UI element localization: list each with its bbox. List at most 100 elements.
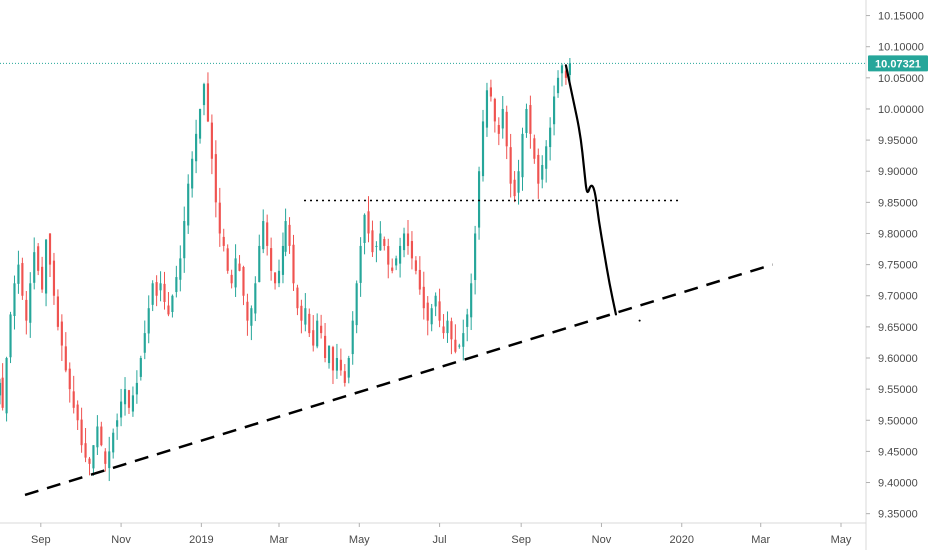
candle-body	[210, 122, 213, 159]
candle-body	[497, 125, 500, 134]
candle-body	[379, 233, 382, 251]
x-tick-label: Sep	[31, 534, 51, 546]
support-trendline	[24, 263, 773, 497]
time-axis[interactable]: Sep Nov 2019 Mar May Jul Sep Nov 2020 Mar May	[31, 523, 852, 546]
candle-body	[108, 451, 111, 469]
candle-body	[541, 164, 544, 180]
candle-body	[359, 245, 362, 283]
y-tick-label: 9.90000	[878, 166, 918, 178]
candle-body	[226, 248, 229, 271]
candle-body	[501, 108, 504, 129]
x-tick-label: Sep	[511, 534, 531, 546]
candle-body	[485, 90, 489, 128]
candle-body	[0, 382, 2, 396]
candle-body	[446, 320, 449, 334]
candle-body	[529, 105, 532, 134]
candle-body	[151, 283, 154, 305]
x-tick-label: Mar	[270, 534, 289, 546]
candle-body	[9, 314, 12, 358]
candle-body	[258, 245, 261, 283]
candle-body	[21, 263, 24, 296]
price-axis[interactable]: 9.35000 9.40000 9.45000 9.50000 9.55000 9.600…	[866, 11, 924, 521]
candle-body	[48, 233, 52, 265]
candle-body	[155, 282, 158, 296]
candle-body	[171, 295, 174, 312]
candle-body	[281, 245, 285, 275]
candle-body	[262, 221, 265, 250]
candle-body	[323, 335, 327, 359]
candle-body	[25, 299, 28, 321]
candle-body	[383, 239, 386, 246]
candle-body	[454, 339, 457, 352]
y-tick-label: 9.45000	[878, 446, 918, 458]
y-tick-label: 10.00000	[878, 104, 924, 116]
candle-body	[327, 345, 331, 364]
candle-body	[414, 260, 417, 271]
candle-body	[549, 127, 552, 148]
candle-body	[450, 321, 453, 340]
y-tick-label: 10.10000	[878, 42, 924, 54]
candle-body	[458, 345, 461, 347]
candle-body	[214, 154, 217, 203]
y-tick-label: 9.95000	[878, 135, 918, 147]
candle-body	[292, 244, 295, 284]
candle-body	[347, 358, 350, 378]
candle-body	[371, 230, 374, 253]
candle-body	[493, 98, 496, 122]
y-tick-label: 9.55000	[878, 384, 918, 396]
candles-layer	[0, 58, 571, 482]
candle-body	[183, 221, 186, 259]
candle-body	[179, 258, 182, 280]
candle-body	[187, 183, 190, 226]
candle-body	[470, 283, 473, 318]
candle-body	[135, 382, 138, 395]
candle-body	[304, 308, 307, 325]
candle-body	[351, 320, 354, 355]
y-tick-label: 9.35000	[878, 509, 918, 521]
candle-body	[418, 269, 421, 290]
candle-body	[92, 445, 95, 469]
candle-body	[481, 121, 485, 177]
projection-path	[564, 64, 618, 316]
candle-body	[545, 146, 548, 169]
candle-body	[17, 264, 20, 284]
candle-body	[202, 84, 206, 106]
candle-body	[426, 302, 429, 321]
candle-body	[320, 325, 323, 334]
candle-body	[112, 432, 115, 453]
candle-body	[335, 358, 339, 371]
candle-body	[430, 308, 433, 325]
candle-body	[116, 420, 119, 427]
x-tick-label: 2020	[670, 534, 694, 546]
candle-body	[363, 214, 366, 243]
candle-body	[312, 330, 315, 346]
candle-body	[84, 443, 87, 458]
candle-body	[466, 314, 469, 327]
candle-body	[29, 283, 32, 323]
candle-body	[206, 83, 210, 122]
candle-body	[88, 458, 91, 464]
candle-body	[131, 395, 135, 412]
candle-body	[387, 246, 390, 265]
candle-body	[68, 368, 71, 390]
candle-body	[234, 258, 237, 288]
candle-body	[60, 321, 63, 346]
projection-dot	[638, 319, 641, 322]
candle-body	[367, 211, 370, 234]
candle-body	[477, 171, 481, 228]
candle-body	[399, 245, 402, 264]
candle-body	[489, 87, 492, 97]
candle-body	[505, 111, 508, 147]
candle-body	[537, 154, 540, 184]
y-tick-label: 10.05000	[878, 73, 924, 85]
candle-body	[395, 258, 398, 266]
candle-body	[513, 179, 516, 197]
candle-body	[277, 270, 281, 284]
candle-body	[355, 283, 358, 326]
candle-body	[509, 147, 512, 184]
current-price-tag-bg	[868, 55, 928, 72]
candle-body	[533, 138, 536, 159]
candle-body	[568, 63, 571, 76]
candle-body	[33, 252, 36, 283]
